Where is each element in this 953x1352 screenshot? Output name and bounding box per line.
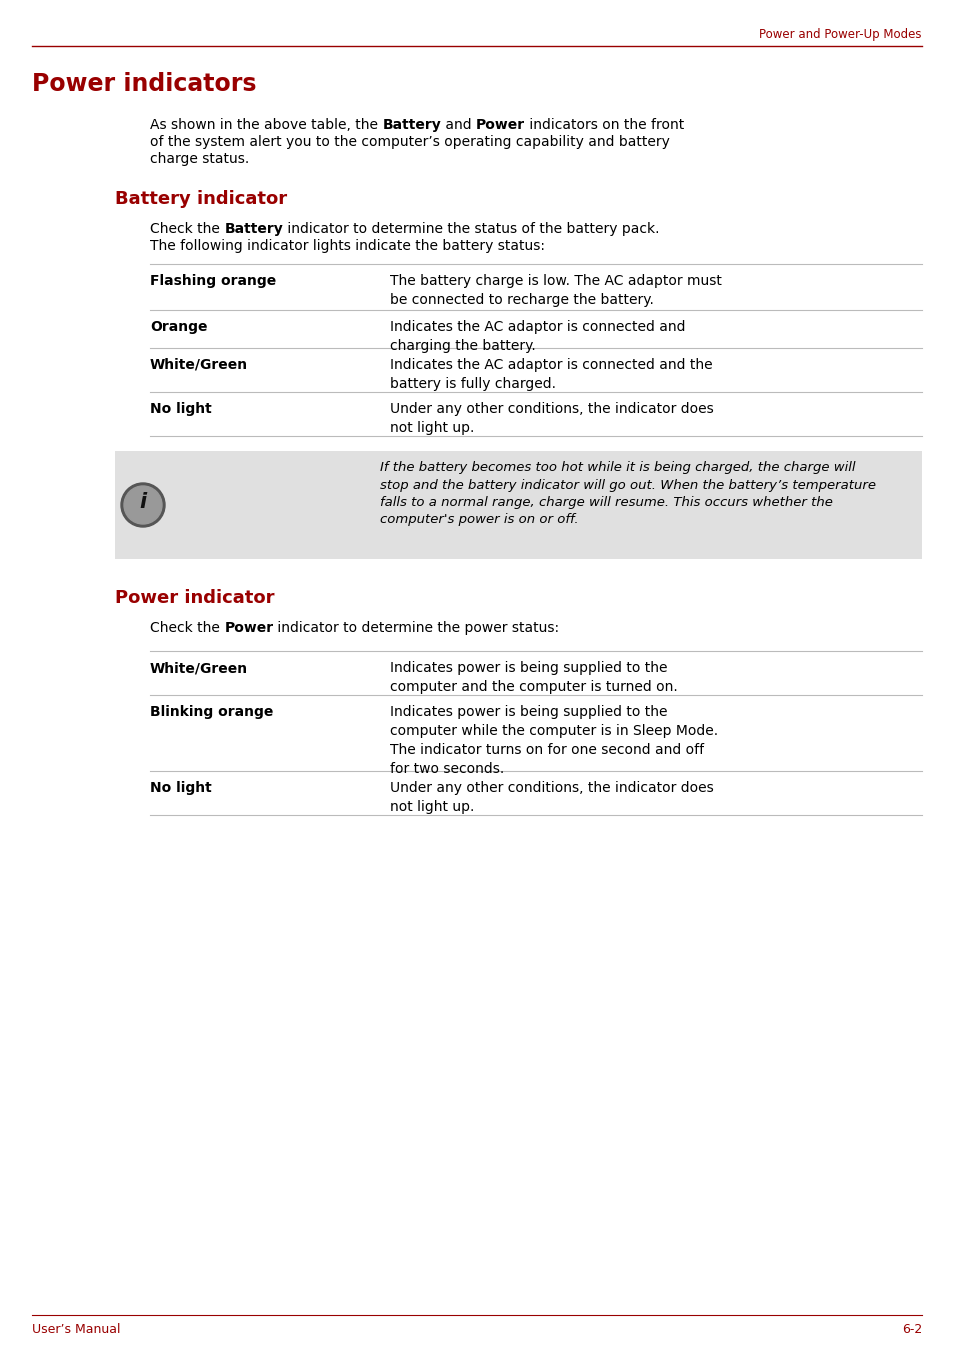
Text: 6-2: 6-2 (901, 1324, 921, 1336)
Text: Check the: Check the (150, 222, 224, 237)
Text: Indicates the AC adaptor is connected and
charging the battery.: Indicates the AC adaptor is connected an… (390, 320, 685, 353)
Text: White/Green: White/Green (150, 661, 248, 675)
Text: No light: No light (150, 402, 212, 416)
Text: Battery: Battery (224, 222, 283, 237)
Text: indicator to determine the status of the battery pack.: indicator to determine the status of the… (283, 222, 659, 237)
Text: White/Green: White/Green (150, 358, 248, 372)
Text: The following indicator lights indicate the battery status:: The following indicator lights indicate … (150, 239, 544, 253)
Text: Blinking orange: Blinking orange (150, 704, 274, 719)
Text: No light: No light (150, 781, 212, 795)
Circle shape (121, 483, 165, 527)
Text: of the system alert you to the computer’s operating capability and battery: of the system alert you to the computer’… (150, 135, 669, 149)
Text: Under any other conditions, the indicator does
not light up.: Under any other conditions, the indicato… (390, 402, 713, 435)
Text: charge status.: charge status. (150, 151, 249, 166)
Text: Power indicators: Power indicators (32, 72, 256, 96)
Text: Power: Power (476, 118, 525, 132)
Text: Power: Power (224, 621, 274, 635)
Text: Indicates power is being supplied to the
computer and the computer is turned on.: Indicates power is being supplied to the… (390, 661, 677, 694)
Text: Indicates power is being supplied to the
computer while the computer is in Sleep: Indicates power is being supplied to the… (390, 704, 718, 776)
Text: As shown in the above table, the: As shown in the above table, the (150, 118, 382, 132)
Text: Power indicator: Power indicator (115, 589, 274, 607)
Text: The battery charge is low. The AC adaptor must
be connected to recharge the batt: The battery charge is low. The AC adapto… (390, 274, 721, 307)
Text: User’s Manual: User’s Manual (32, 1324, 120, 1336)
Text: Check the: Check the (150, 621, 224, 635)
Text: Orange: Orange (150, 320, 208, 334)
Text: i: i (139, 492, 147, 512)
Text: Under any other conditions, the indicator does
not light up.: Under any other conditions, the indicato… (390, 781, 713, 814)
Text: Battery: Battery (382, 118, 440, 132)
Text: Indicates the AC adaptor is connected and the
battery is fully charged.: Indicates the AC adaptor is connected an… (390, 358, 712, 391)
Circle shape (124, 485, 162, 525)
Text: Power and Power-Up Modes: Power and Power-Up Modes (759, 28, 921, 41)
Text: indicator to determine the power status:: indicator to determine the power status: (274, 621, 558, 635)
Text: Flashing orange: Flashing orange (150, 274, 276, 288)
Text: Battery indicator: Battery indicator (115, 191, 287, 208)
Text: If the battery becomes too hot while it is being charged, the charge will
stop a: If the battery becomes too hot while it … (379, 461, 875, 526)
FancyBboxPatch shape (115, 452, 921, 558)
Text: and: and (440, 118, 476, 132)
Text: indicators on the front: indicators on the front (525, 118, 684, 132)
